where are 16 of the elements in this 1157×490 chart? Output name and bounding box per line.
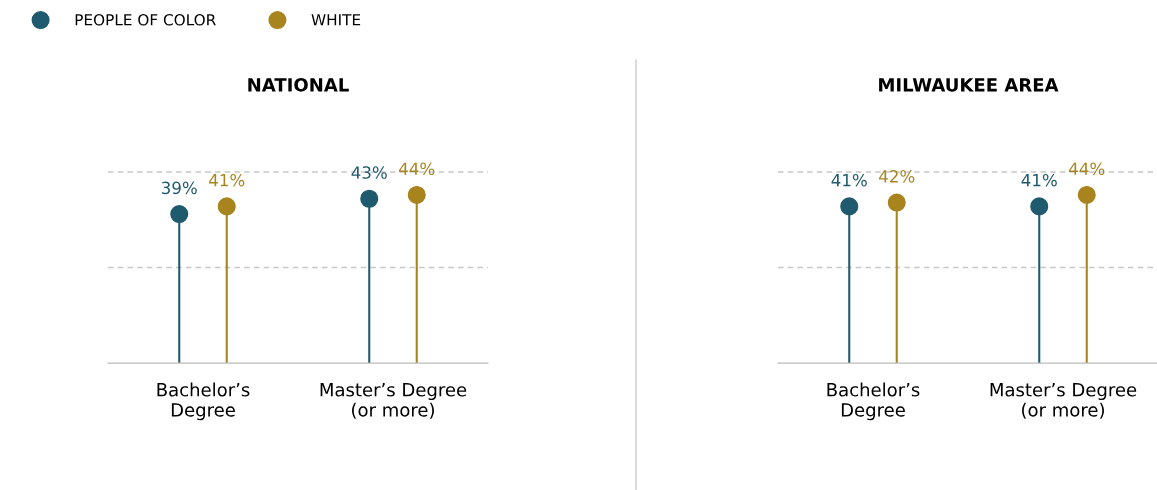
data-label: 44% — [1069, 162, 1105, 176]
legend-label: PEOPLE OF COLOR — [75, 14, 216, 26]
x-tick-label: Bachelor’s Degree — [827, 382, 920, 421]
chart-title: NATIONAL — [248, 78, 349, 92]
data-label: 39% — [162, 181, 197, 195]
x-tick-label: Bachelor’s Degree — [157, 382, 250, 421]
x-tick-label: Master’s Degree (or more) — [320, 383, 467, 419]
data-label: 41% — [1021, 173, 1057, 187]
data-label: 41% — [831, 173, 867, 187]
data-label: 44% — [399, 162, 435, 176]
data-label: 43% — [351, 166, 387, 179]
data-label: 41% — [209, 173, 245, 187]
x-tick-label: Master’s Degree (or more) — [990, 383, 1137, 419]
data-label: 42% — [879, 170, 915, 183]
legend-label: WHITE — [311, 14, 361, 26]
chart-title: MILWAUKEE AREA — [879, 78, 1059, 92]
